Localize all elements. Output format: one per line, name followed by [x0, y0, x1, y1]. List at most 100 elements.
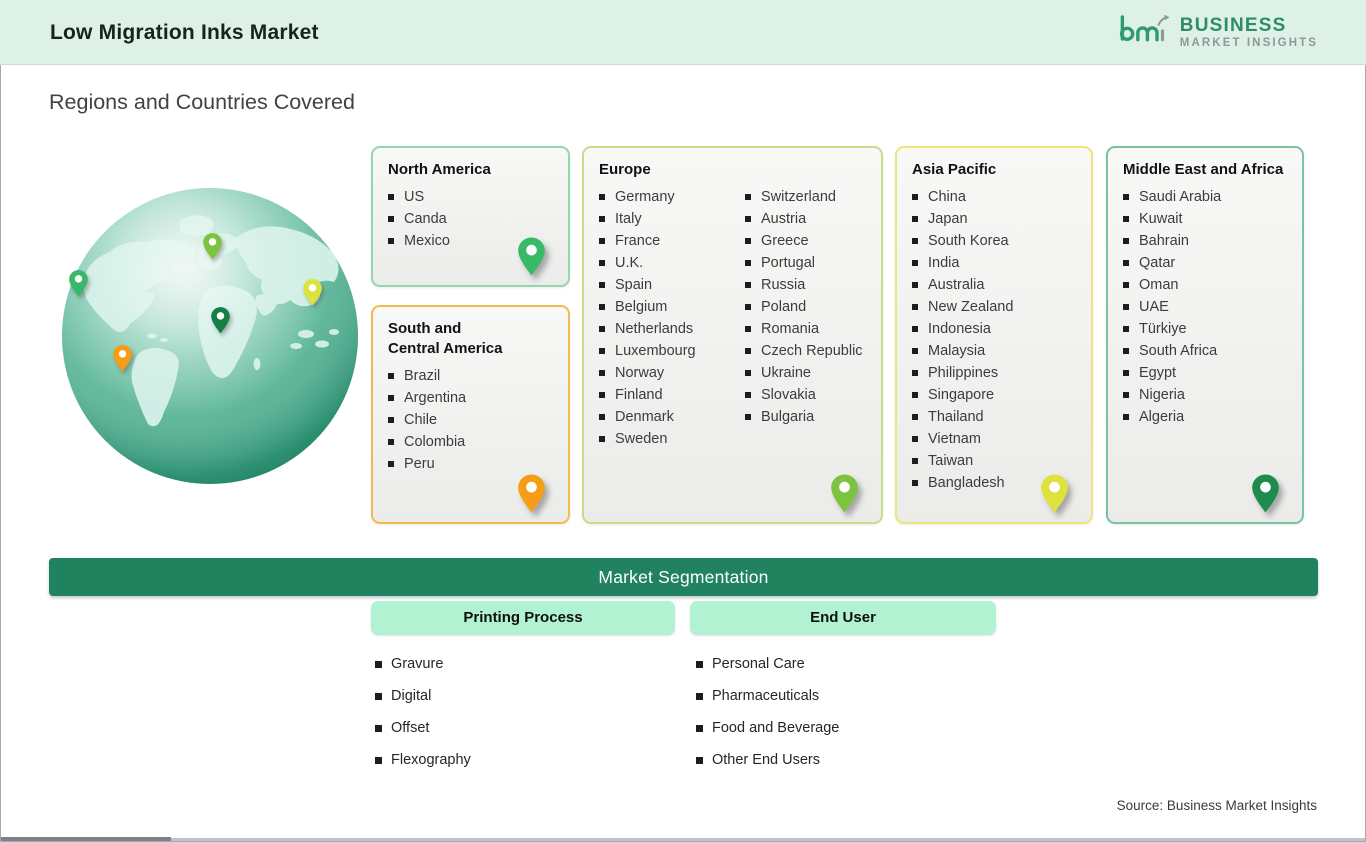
bullet-icon — [745, 304, 751, 310]
country-label: U.K. — [615, 255, 644, 271]
globe-pin-icon-europe-russia — [201, 232, 224, 262]
bullet-icon — [912, 304, 918, 310]
bullet-icon — [375, 724, 382, 732]
bullet-icon — [388, 194, 394, 200]
country-label: Oman — [1139, 277, 1179, 293]
bullet-icon — [745, 370, 751, 376]
country-item: Philippines — [910, 362, 1013, 384]
country-item: France — [597, 230, 743, 252]
bullet-icon — [1123, 216, 1129, 222]
bullet-icon — [696, 692, 703, 700]
bullet-icon — [912, 194, 918, 200]
globe-pin-icon-asia-pacific — [301, 278, 324, 308]
bullet-icon — [1123, 282, 1129, 288]
country-label: Philippines — [928, 365, 999, 381]
bullet-icon — [388, 461, 394, 467]
bullet-icon — [745, 392, 751, 398]
country-item: Brazil — [386, 365, 466, 387]
country-item: Sweden — [597, 428, 743, 450]
country-label: India — [928, 255, 960, 271]
country-label: US — [404, 189, 425, 205]
seg-item: Digital — [375, 680, 471, 712]
country-label: Norway — [615, 365, 665, 381]
seg-list-1: Personal Care Pharmaceuticals Food and Bev… — [696, 648, 839, 776]
country-label: Saudi Arabia — [1139, 189, 1222, 205]
bullet-icon — [745, 260, 751, 266]
bullet-icon — [388, 216, 394, 222]
country-label: Bulgaria — [761, 409, 815, 425]
bullet-icon — [599, 326, 605, 332]
bullet-icon — [912, 414, 918, 420]
bullet-icon — [599, 348, 605, 354]
bullet-icon — [599, 414, 605, 420]
country-item: Egypt — [1121, 362, 1221, 384]
country-item: Thailand — [910, 406, 1013, 428]
bullet-icon — [599, 436, 605, 442]
country-item: Switzerland — [743, 186, 863, 208]
country-item: U.K. — [597, 252, 743, 274]
country-item: UAE — [1121, 296, 1221, 318]
country-item: Mexico — [386, 230, 450, 252]
country-label: Romania — [761, 321, 820, 337]
seg-pill-end-user: End User — [690, 601, 996, 635]
seg-item: Food and Beverage — [696, 712, 839, 744]
country-item: Bangladesh — [910, 472, 1013, 494]
country-item: Russia — [743, 274, 863, 296]
country-item: Italy — [597, 208, 743, 230]
bullet-icon — [745, 326, 751, 332]
bullet-icon — [1123, 260, 1129, 266]
country-item: Türkiye — [1121, 318, 1221, 340]
country-label: Qatar — [1139, 255, 1176, 271]
bullet-icon — [912, 348, 918, 354]
horizontal-scrollbar-thumb[interactable] — [1, 837, 171, 841]
seg-item: Other End Users — [696, 744, 839, 776]
country-item: Netherlands — [597, 318, 743, 340]
country-label: Chile — [404, 412, 438, 428]
seg-item: Pharmaceuticals — [696, 680, 839, 712]
country-label: Algeria — [1139, 409, 1185, 425]
country-label: Portugal — [761, 255, 816, 271]
bullet-icon — [599, 216, 605, 222]
bullet-icon — [388, 238, 394, 244]
bullet-icon — [388, 417, 394, 423]
country-item: Finland — [597, 384, 743, 406]
seg-item-label: Food and Beverage — [712, 720, 840, 736]
seg-item: Flexography — [375, 744, 471, 776]
region-card-north-america: North America US Canda Mexico — [371, 146, 570, 287]
country-item: Indonesia — [910, 318, 1013, 340]
bullet-icon — [1123, 348, 1129, 354]
country-item: Australia — [910, 274, 1013, 296]
seg-pill-printing-process: Printing Process — [371, 601, 675, 635]
country-item: Chile — [386, 409, 466, 431]
bullet-icon — [599, 194, 605, 200]
country-item: Germany — [597, 186, 743, 208]
bullet-icon — [599, 392, 605, 398]
country-label: Kuwait — [1139, 211, 1183, 227]
country-label: New Zealand — [928, 299, 1014, 315]
bullet-icon — [912, 436, 918, 442]
map-pin-icon — [1249, 473, 1282, 516]
globe-pin-icon-middle-east — [209, 306, 232, 336]
seg-item-label: Pharmaceuticals — [712, 688, 820, 704]
bullet-icon — [388, 395, 394, 401]
country-item: Luxembourg — [597, 340, 743, 362]
page-title: Low Migration Inks Market — [50, 21, 319, 44]
seg-item: Offset — [375, 712, 471, 744]
country-label: Greece — [761, 233, 809, 249]
bullet-icon — [745, 238, 751, 244]
bmi-logo-wordmark: BUSINESS MARKET INSIGHTS — [1180, 16, 1318, 50]
country-label: Singapore — [928, 387, 995, 403]
region-title: North America — [388, 161, 491, 178]
country-label: South Korea — [928, 233, 1009, 249]
bullet-icon — [1123, 392, 1129, 398]
bmi-logo: BUSINESS MARKET INSIGHTS — [1115, 11, 1318, 55]
horizontal-scrollbar-track[interactable] — [1, 837, 1365, 841]
country-label: China — [928, 189, 966, 205]
country-label: Malaysia — [928, 343, 986, 359]
country-item: Norway — [597, 362, 743, 384]
country-item: Japan — [910, 208, 1013, 230]
bullet-icon — [1123, 414, 1129, 420]
bullet-icon — [912, 370, 918, 376]
country-label: France — [615, 233, 661, 249]
